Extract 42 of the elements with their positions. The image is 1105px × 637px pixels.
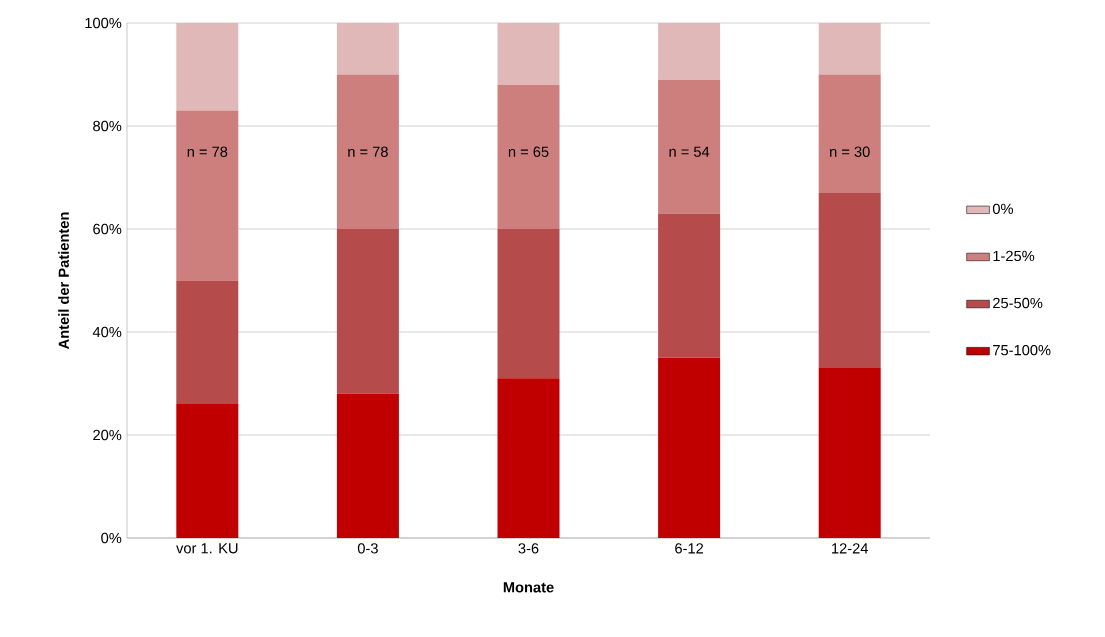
bar	[336, 74, 399, 229]
bar	[176, 404, 239, 538]
legend-label: 0%	[992, 203, 1014, 215]
bar	[176, 110, 239, 281]
legend-label: 25-50%	[993, 297, 1043, 309]
x-tick-label: 6-12	[675, 543, 704, 554]
bar	[818, 192, 881, 369]
bar	[497, 23, 560, 85]
bar	[497, 229, 560, 379]
legend-label: 1-25%	[993, 250, 1035, 262]
x-tick-label: 3-6	[518, 543, 539, 554]
legend-label: 75-100%	[993, 344, 1051, 356]
bar	[658, 357, 721, 538]
bar	[658, 213, 721, 358]
y-tick-label: 20%	[93, 429, 122, 441]
bar	[336, 229, 399, 394]
annotation: n = 30	[830, 146, 870, 157]
bar	[658, 79, 721, 214]
annotation: n = 78	[187, 146, 228, 157]
x-tick-label: 12-24	[832, 543, 869, 554]
x-tick-label: 0-3	[357, 543, 378, 554]
bar	[176, 280, 239, 405]
y-tick-label: 60%	[93, 223, 122, 235]
bar	[336, 393, 399, 538]
x-axis-title: Monate	[503, 582, 554, 593]
bar	[818, 74, 881, 193]
bar	[818, 23, 881, 75]
y-tick-label: 40%	[92, 326, 122, 338]
y-axis-title: Anteil der Patienten	[58, 212, 69, 350]
bar	[658, 23, 721, 80]
annotation: n = 65	[508, 146, 549, 157]
bar	[497, 378, 560, 538]
annotation: n = 78	[348, 146, 388, 157]
y-tick-label: 100%	[85, 17, 122, 29]
annotation: n = 54	[669, 146, 710, 157]
x-tick-label: vor 1. KU	[176, 543, 238, 554]
y-tick-label: 0%	[101, 532, 122, 544]
y-tick-label: 80%	[93, 120, 122, 132]
bar	[176, 23, 239, 111]
bar	[497, 84, 560, 229]
bar	[818, 368, 881, 538]
bar	[336, 23, 399, 75]
